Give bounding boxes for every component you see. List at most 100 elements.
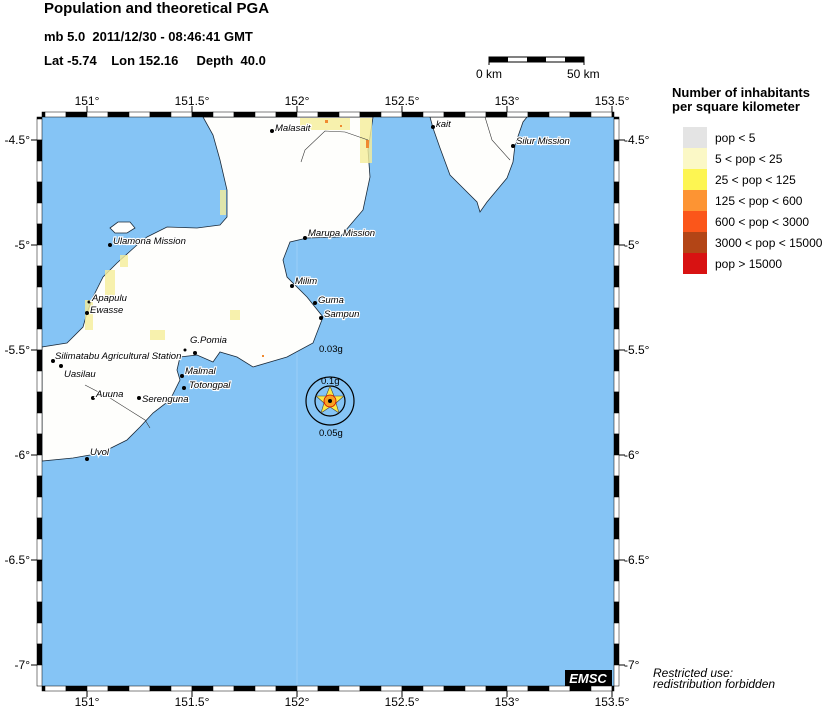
frame-segment xyxy=(613,622,620,645)
legend-item: 25 < pop < 125 xyxy=(683,169,822,190)
lon-tick-labels-top: 151° 151.5° 152° 152.5° 153° 153.5° xyxy=(75,94,630,108)
legend-label: 3000 < pop < 15000 xyxy=(715,235,823,250)
frame-segment xyxy=(296,111,319,118)
map-title: Population and theoretical PGA xyxy=(44,0,270,17)
frame-segment xyxy=(359,685,382,692)
svg-text:-6°: -6° xyxy=(624,448,640,462)
city: Uvol xyxy=(85,446,111,461)
city: Auuna xyxy=(91,388,125,401)
frame-segment xyxy=(36,391,43,414)
legend-label: 600 < pop < 3000 xyxy=(715,214,810,229)
emsc-logo: EMSC xyxy=(565,670,612,686)
usage-notice-line2: redistribution forbidden xyxy=(653,677,776,691)
svg-text:EMSC: EMSC xyxy=(569,671,607,686)
svg-text:-6.5°: -6.5° xyxy=(624,553,650,567)
frame-segment xyxy=(548,111,571,118)
frame-segment xyxy=(36,160,43,183)
frame-segment xyxy=(36,223,43,246)
svg-text:153°: 153° xyxy=(495,94,520,108)
frame-segment xyxy=(613,223,620,246)
pga-label-003: 0.03g xyxy=(319,344,343,355)
city: G.Pomia xyxy=(183,334,228,355)
frame-segment xyxy=(506,685,529,692)
map-frame xyxy=(31,106,625,697)
frame-segment xyxy=(36,139,43,162)
svg-text:Malmal: Malmal xyxy=(185,366,217,377)
frame-segment xyxy=(569,685,592,692)
frame-segment xyxy=(338,685,361,692)
city: Silur Mission xyxy=(511,135,571,148)
frame-segment xyxy=(613,181,620,204)
svg-text:Serenguna: Serenguna xyxy=(142,394,188,405)
frame-segment xyxy=(36,622,43,645)
population-density xyxy=(85,118,372,340)
frame-segment xyxy=(170,111,193,118)
frame-segment xyxy=(464,685,487,692)
svg-text:152.5°: 152.5° xyxy=(385,94,420,108)
population-legend: pop < 5 5 < pop < 25 25 < pop < 125 125 < p… xyxy=(683,127,822,274)
frame-segment xyxy=(36,475,43,498)
frame-segment xyxy=(401,111,424,118)
frame-segment xyxy=(613,391,620,414)
frame-segment xyxy=(86,685,109,692)
frame-segment xyxy=(36,265,43,288)
frame-segment xyxy=(613,580,620,603)
scale-start-label: 0 km xyxy=(476,67,502,81)
frame-segment xyxy=(317,111,340,118)
svg-text:152°: 152° xyxy=(285,94,310,108)
frame-segment xyxy=(422,685,445,692)
pga-label-01: 0.1g xyxy=(321,376,340,387)
lon-tick-labels-bottom: 151° 151.5° 152° 152.5° 153° 153.5° xyxy=(75,695,630,708)
svg-text:Uvol: Uvol xyxy=(90,447,110,458)
frame-segment xyxy=(613,412,620,435)
frame-segment xyxy=(86,111,109,118)
frame-segment xyxy=(613,601,620,624)
frame-segment xyxy=(613,517,620,540)
frame-segment xyxy=(613,475,620,498)
land-small-island xyxy=(109,221,136,234)
city: Serenguna xyxy=(137,393,190,406)
frame-segment xyxy=(36,244,43,267)
frame-segment xyxy=(613,160,620,183)
svg-text:153.5°: 153.5° xyxy=(595,695,630,708)
city: Guma xyxy=(313,294,345,307)
frame-segment xyxy=(613,244,620,267)
frame-segment xyxy=(317,685,340,692)
frame-segment xyxy=(36,664,43,687)
frame-segment xyxy=(613,559,620,582)
svg-text:-5°: -5° xyxy=(624,238,640,252)
city: Silimatabu Agricultural Station xyxy=(51,350,182,363)
frame-segment xyxy=(613,202,620,225)
svg-text:153°: 153° xyxy=(495,695,520,708)
svg-text:Totongpal: Totongpal xyxy=(189,380,231,391)
frame-segment xyxy=(36,580,43,603)
city: Uasilau xyxy=(59,364,97,381)
frame-segment xyxy=(613,286,620,309)
svg-text:kait: kait xyxy=(436,119,451,130)
legend-title: Number of inhabitants per square kilomet… xyxy=(672,86,810,114)
frame-segment xyxy=(44,111,67,118)
svg-text:151.5°: 151.5° xyxy=(175,695,210,708)
frame-segment xyxy=(36,412,43,435)
city: Milim xyxy=(290,275,318,288)
legend-item: pop > 15000 xyxy=(683,253,822,274)
svg-text:Auuna: Auuna xyxy=(95,389,123,400)
land-new-britain xyxy=(41,116,374,462)
frame-segment xyxy=(36,433,43,456)
frame-segment xyxy=(613,454,620,477)
svg-text:152°: 152° xyxy=(285,695,310,708)
legend-swatch xyxy=(683,127,707,148)
frame-segment xyxy=(613,118,620,141)
frame-segment xyxy=(613,307,620,330)
frame-segment xyxy=(613,349,620,372)
city: kait xyxy=(431,118,452,131)
frame-segment xyxy=(422,111,445,118)
legend-swatch xyxy=(683,190,707,211)
city: Apapulu xyxy=(87,292,129,305)
frame-segment xyxy=(569,111,592,118)
legend-swatch xyxy=(683,211,707,232)
frame-segment xyxy=(613,116,620,120)
population-hotspots xyxy=(262,120,369,357)
frame-segment xyxy=(613,433,620,456)
frame-segment xyxy=(590,111,613,118)
